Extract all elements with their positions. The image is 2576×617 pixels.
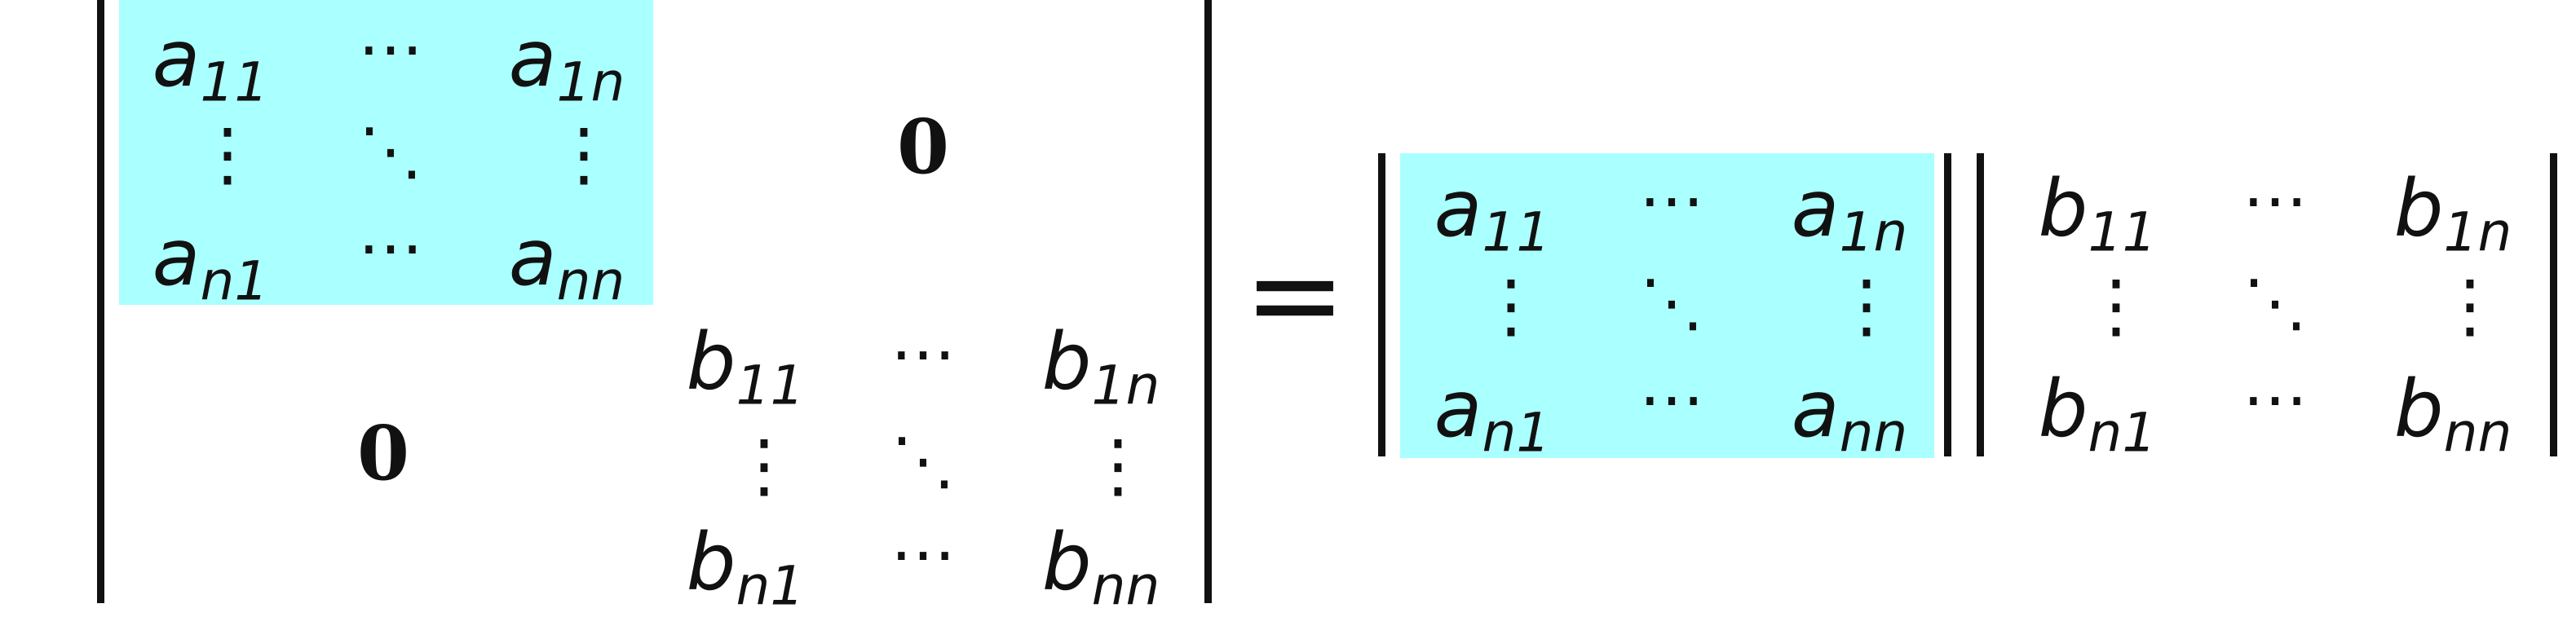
- rhs-b-right-bar: [2550, 153, 2557, 456]
- lhs-zero-bottom-left: 0: [356, 409, 410, 497]
- lhs-zero-top-right: 0: [896, 103, 950, 191]
- lhs-right-bar: [1204, 0, 1212, 603]
- rhs-b11: b11: [2038, 163, 2157, 264]
- rhs-a-hdots-top: ⋯: [1639, 162, 1704, 238]
- rhs-bnn: bnn: [2393, 364, 2512, 465]
- lhs-b11: b11: [686, 316, 805, 417]
- rhs-b-vdots-left: ⋮: [2081, 265, 2151, 347]
- lhs-bnn: bnn: [1041, 517, 1160, 617]
- rhs-b-hdots-bottom: ⋯: [2242, 361, 2308, 437]
- rhs-a-ddots: ⋱: [1640, 267, 1703, 340]
- rhs-bn1: bn1: [2038, 364, 2157, 465]
- lhs-block-a-highlight: [119, 0, 653, 305]
- rhs-det-a-highlight: [1400, 153, 1934, 458]
- lhs-a-vdots-left: ⋮: [192, 120, 263, 189]
- lhs-b-ddots: ⋱: [891, 425, 955, 498]
- lhs-a-hdots-top: ⋯: [358, 11, 423, 86]
- rhs-ann: ann: [1791, 364, 1908, 465]
- lhs-b1n: b1n: [1041, 316, 1160, 417]
- rhs-a-right-bar: [1944, 153, 1951, 456]
- rhs-a11: a11: [1434, 163, 1551, 264]
- lhs-b-vdots-right: ⋮: [1083, 425, 1153, 507]
- rhs-a1n: a1n: [1791, 163, 1908, 264]
- lhs-left-bar: [97, 0, 104, 603]
- rhs-b-vdots-right: ⋮: [2435, 265, 2505, 347]
- lhs-b-vdots-left: ⋮: [729, 425, 799, 507]
- rhs-a-vdots-left: ⋮: [1476, 271, 1546, 341]
- rhs-b-left-bar: [1977, 153, 1984, 456]
- lhs-bn1: bn1: [686, 517, 805, 617]
- lhs-a-hdots-bottom: ⋯: [358, 209, 423, 285]
- rhs-a-vdots-right: ⋮: [1831, 271, 1902, 341]
- lhs-an1: an1: [152, 212, 269, 313]
- lhs-ann: ann: [508, 212, 625, 313]
- rhs-an1: an1: [1434, 364, 1551, 465]
- lhs-a11: a11: [152, 13, 269, 114]
- rhs-b1n: b1n: [2393, 163, 2512, 264]
- lhs-b-hdots-bottom: ⋯: [890, 516, 956, 592]
- lhs-a1n: a1n: [508, 13, 625, 114]
- determinant-equation: a11 ⋯ a1n ⋮ ⋱ ⋮ an1 ⋯ ann 0 0 b11 ⋯ b1n …: [97, 0, 2557, 617]
- lhs-a-vdots-right: ⋮: [549, 120, 619, 189]
- rhs-b-hdots-top: ⋯: [2242, 162, 2308, 238]
- lhs-b-hdots-top: ⋯: [890, 315, 956, 391]
- lhs-a-ddots: ⋱: [359, 115, 422, 188]
- rhs-a-left-bar: [1378, 153, 1385, 456]
- rhs-b-ddots: ⋱: [2243, 267, 2307, 340]
- equals-sign: =: [1244, 224, 1346, 366]
- rhs-a-hdots-bottom: ⋯: [1639, 361, 1704, 437]
